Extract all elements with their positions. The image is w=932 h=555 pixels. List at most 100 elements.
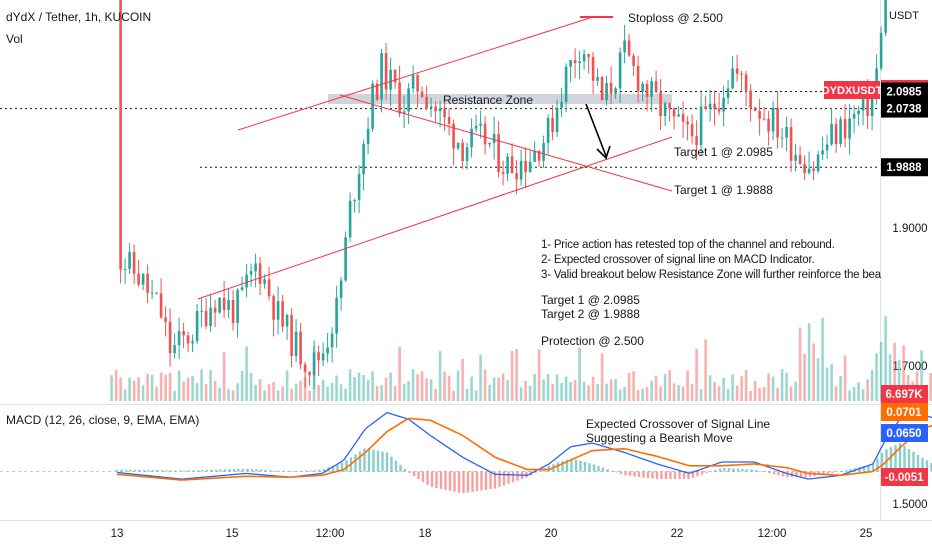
trendlines <box>197 16 673 300</box>
candle-body <box>776 107 779 138</box>
macd-hist-bar <box>664 471 668 480</box>
macd-hist-bar <box>430 471 434 488</box>
macd-hist-bar <box>754 470 758 472</box>
volume-bar <box>366 379 370 401</box>
macd-hist-bar <box>115 469 119 472</box>
candle-body <box>758 110 761 119</box>
analysis-notes: 1- Price action has retested top of the … <box>541 238 881 283</box>
candle-body <box>483 123 487 145</box>
macd-hist-bar <box>439 471 443 489</box>
volume-bar <box>771 376 775 401</box>
volume-bar <box>758 387 761 401</box>
candle-body <box>645 83 649 97</box>
macd-hist-bar <box>637 471 641 477</box>
note-line: 3- Valid breakout below Resistance Zone … <box>541 269 881 281</box>
macd-value-tag-text: 0.0701 <box>886 407 922 419</box>
volume-bar <box>438 351 442 401</box>
macd-hist-bar <box>165 470 168 472</box>
macd-value-tag: 0.0701 <box>881 403 928 421</box>
macd-hist-bar <box>655 471 659 480</box>
volume-bar <box>146 374 149 401</box>
candle-body <box>573 60 577 64</box>
resistance-zone-label: Resistance Zone <box>443 93 533 107</box>
time-tick-label: 13 <box>111 528 124 540</box>
volume-bar <box>393 386 397 401</box>
macd-hist-bar <box>930 463 932 472</box>
candle-body <box>258 263 262 284</box>
candle-body <box>474 125 478 129</box>
volume-bar <box>470 376 473 401</box>
volume-bar <box>735 385 739 401</box>
macd-hist-bar <box>219 469 222 472</box>
macd-hist-bar <box>435 471 438 488</box>
down-arrow-head <box>596 145 611 160</box>
candle-body <box>866 93 869 116</box>
macd-hist-bar <box>763 471 767 473</box>
candle-body <box>681 114 685 122</box>
volume-bar <box>317 384 320 401</box>
macd-hist-bar <box>691 471 695 478</box>
macd-hist-bar <box>480 471 483 491</box>
volume-bar <box>137 377 140 401</box>
macd-hist-bar <box>696 471 699 477</box>
volume-bar <box>474 390 478 401</box>
volume-bar <box>785 372 788 401</box>
candle-body <box>195 311 199 342</box>
hist-value-tag-bg <box>881 468 928 486</box>
macd-hist-bar <box>174 470 177 472</box>
macd-hist-bar <box>795 471 798 478</box>
candle-body <box>461 142 464 162</box>
volume-bar <box>384 377 388 401</box>
volume-bar <box>866 379 869 401</box>
macd-hist-bar <box>498 471 501 488</box>
target-lower-label: Target 1 @ 1.9888 <box>674 183 773 197</box>
volume-bar <box>524 380 527 401</box>
candle-body <box>213 307 217 313</box>
macd-hist-bar <box>759 471 762 472</box>
candle-body <box>744 74 748 91</box>
volume-bar <box>875 353 878 401</box>
macd-hist-bar <box>777 471 780 476</box>
macd-hist-bar <box>223 469 227 472</box>
candle-body <box>177 331 181 346</box>
candle-body <box>335 297 338 334</box>
candle-body <box>137 273 140 285</box>
macd-hist-bar <box>822 471 825 475</box>
macd-hist-bar <box>309 470 312 472</box>
macd-hist-bar <box>187 470 191 472</box>
candle-body <box>479 123 482 126</box>
macd-hist-bar <box>876 458 879 472</box>
candle-body <box>393 69 397 83</box>
macd-hist-bar <box>741 468 744 472</box>
macd-note-line: Expected Crossover of Signal Line <box>586 417 770 431</box>
stoploss-label: Stoploss @ 2.500 <box>628 11 723 25</box>
candle-body <box>357 174 361 200</box>
macd-hist-bar <box>786 471 789 478</box>
candle-body <box>632 55 635 66</box>
macd-hist-bar <box>210 469 213 472</box>
macd-hist-bar <box>912 451 915 472</box>
macd-hist-bar <box>331 465 335 472</box>
candle-body <box>686 121 689 125</box>
macd-hist-bar <box>268 470 272 472</box>
volume-bar <box>348 369 352 401</box>
macd-hist-bar <box>849 469 852 472</box>
volume-bar <box>389 372 392 401</box>
time-tick-label: 12:00 <box>316 528 345 540</box>
candle-body <box>443 108 446 118</box>
volume-bar <box>641 388 644 401</box>
candle-body <box>699 106 703 146</box>
candle-body <box>807 168 811 173</box>
macd-hist-bar <box>358 451 362 472</box>
candle-body <box>168 321 172 354</box>
candle-body <box>519 160 523 180</box>
macd-hist-bar <box>250 469 254 472</box>
volume-bar <box>762 386 766 401</box>
target-2-tag-text: 1.9888 <box>886 162 922 174</box>
macd-hist-bar <box>462 471 465 494</box>
volume-bar <box>704 339 707 401</box>
candle-body <box>879 32 883 69</box>
volume-bar <box>375 386 379 401</box>
